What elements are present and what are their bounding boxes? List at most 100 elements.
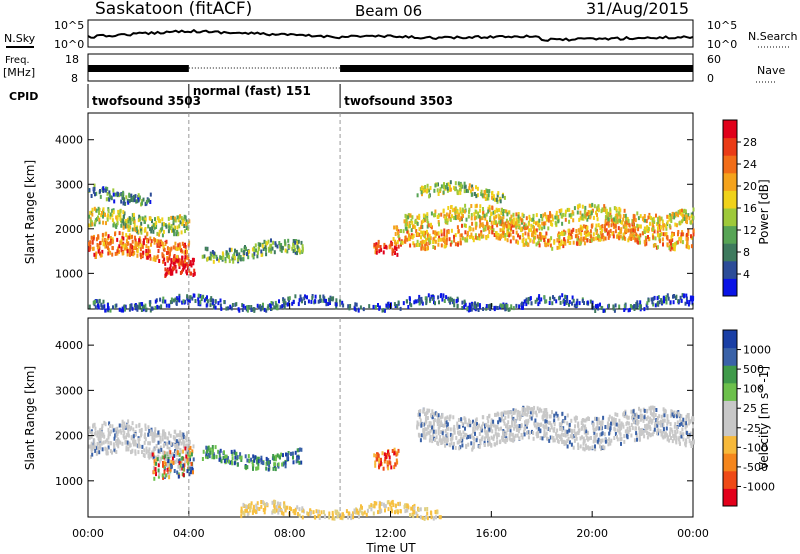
scatter-cell [564, 217, 567, 222]
scatter-cell [547, 226, 550, 231]
scatter-cell [464, 238, 467, 243]
scatter-cell [474, 425, 477, 430]
scatter-cell [564, 209, 567, 214]
scatter-cell [91, 246, 94, 251]
scatter-cell [499, 222, 502, 226]
scatter-cell [412, 510, 415, 515]
scatter-cell [327, 301, 330, 306]
scatter-cell [325, 298, 327, 303]
scatter-cell [145, 200, 148, 204]
scatter-cell [266, 306, 269, 311]
scatter-cell [412, 224, 415, 229]
scatter-cell [189, 454, 192, 459]
scatter-cell [429, 423, 432, 428]
scatter-cell [489, 225, 492, 230]
scatter-cell [671, 238, 674, 243]
scatter-cell [121, 196, 124, 200]
scatter-cell [377, 303, 379, 307]
scatter-cell [561, 293, 564, 298]
scatter-cell [210, 296, 213, 301]
scatter-cell [91, 452, 94, 457]
scatter-cell [227, 306, 229, 311]
scatter-cell [664, 409, 667, 414]
scatter-cell [469, 235, 471, 240]
scatter-cell [469, 434, 472, 439]
scatter-cell [584, 424, 587, 429]
scatter-cell [460, 183, 463, 188]
scatter-cell [173, 260, 176, 265]
scatter-cell [514, 221, 517, 226]
scatter-cell [512, 411, 515, 415]
scatter-cell [652, 416, 655, 421]
scatter-cell [183, 224, 186, 228]
scatter-cell [296, 505, 299, 510]
scatter-cell [485, 212, 488, 217]
scatter-cell [144, 235, 147, 240]
scatter-cell [296, 457, 299, 462]
scatter-cell [257, 456, 260, 461]
scatter-cell [472, 235, 474, 240]
scatter-cell [490, 422, 493, 427]
scatter-cell [627, 219, 630, 224]
scatter-cell [656, 296, 659, 301]
scatter-cell [395, 458, 398, 463]
scatter-cell [473, 212, 476, 217]
scatter-cell [426, 224, 429, 229]
scatter-cell [151, 219, 153, 224]
scatter-cell [390, 505, 393, 510]
scatter-cell [393, 225, 396, 230]
scatter-cell [460, 211, 463, 216]
scatter-cell [464, 432, 467, 437]
scatter-cell [157, 449, 160, 454]
scatter-cell [588, 215, 590, 219]
scatter-cell [639, 214, 642, 219]
scatter-cell [640, 304, 642, 309]
scatter-cell [147, 239, 150, 244]
scatter-cell [172, 261, 175, 266]
scatter-cell [530, 416, 533, 421]
scatter-cell [534, 418, 537, 423]
scatter-cell [461, 236, 464, 241]
scatter-cell [128, 235, 131, 240]
scatter-cell [656, 423, 659, 428]
scatter-cell [449, 242, 452, 247]
scatter-cell [554, 220, 557, 225]
scatter-cell [354, 307, 357, 312]
scatter-cell [671, 412, 674, 417]
scatter-cell [109, 215, 112, 220]
scatter-cell [445, 233, 448, 238]
scatter-cell [288, 506, 291, 511]
scatter-cell [169, 467, 172, 472]
scatter-cell [123, 246, 126, 251]
scatter-cell [475, 303, 478, 308]
scatter-cell [168, 440, 171, 445]
scatter-cell [108, 193, 111, 198]
scatter-cell [453, 234, 455, 239]
scatter-cell [489, 303, 491, 308]
scatter-cell [164, 454, 167, 459]
scatter-cell [488, 189, 491, 194]
scatter-cell [462, 214, 464, 218]
scatter-cell [314, 294, 317, 299]
scatter-cell [162, 463, 164, 468]
scatter-cell [144, 303, 147, 308]
scatter-cell [349, 304, 352, 308]
noise-left-tick-low: 10^0 [54, 38, 84, 51]
scatter-cell [424, 185, 427, 189]
scatter-cell [412, 241, 415, 246]
scatter-cell [116, 237, 119, 242]
scatter-cell [599, 237, 602, 242]
scatter-cell [487, 442, 490, 447]
scatter-cell [580, 232, 583, 237]
scatter-cell [686, 300, 689, 305]
scatter-cell [164, 432, 167, 437]
scatter-cell [292, 455, 294, 460]
scatter-cell [91, 431, 94, 436]
scatter-cell [186, 455, 189, 460]
scatter-cell [463, 189, 466, 194]
scatter-cell [529, 238, 532, 243]
scatter-cell [515, 212, 518, 217]
scatter-cell [576, 204, 579, 209]
scatter-cell [409, 243, 412, 248]
scatter-cell [455, 299, 458, 303]
